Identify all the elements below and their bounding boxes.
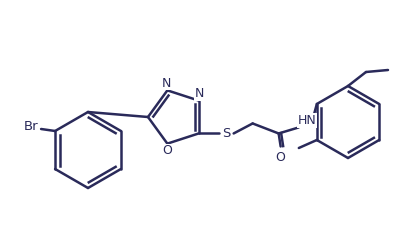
Text: O: O (276, 151, 286, 164)
Text: HN: HN (297, 114, 316, 127)
Text: S: S (223, 127, 231, 140)
Text: O: O (162, 144, 172, 157)
Text: Br: Br (24, 120, 38, 132)
Text: N: N (162, 77, 171, 90)
Text: N: N (195, 87, 204, 100)
